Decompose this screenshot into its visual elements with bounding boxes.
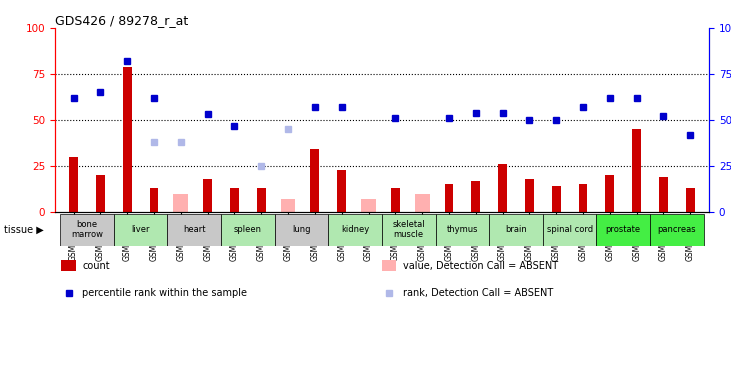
Bar bbox=[686, 188, 694, 212]
Text: bone
marrow: bone marrow bbox=[71, 220, 103, 239]
Text: spinal cord: spinal cord bbox=[547, 225, 593, 234]
Bar bbox=[230, 188, 239, 212]
Bar bbox=[96, 175, 105, 212]
Bar bbox=[167, 214, 221, 246]
Text: brain: brain bbox=[505, 225, 527, 234]
Bar bbox=[61, 260, 76, 271]
Bar bbox=[525, 179, 534, 212]
Bar bbox=[499, 164, 507, 212]
Bar bbox=[203, 179, 212, 212]
Bar bbox=[123, 67, 132, 212]
Text: liver: liver bbox=[132, 225, 150, 234]
Text: tissue ▶: tissue ▶ bbox=[4, 225, 43, 235]
Text: prostate: prostate bbox=[606, 225, 641, 234]
Bar bbox=[471, 181, 480, 212]
Bar bbox=[382, 260, 396, 271]
Bar bbox=[328, 214, 382, 246]
Bar bbox=[257, 188, 265, 212]
Bar bbox=[382, 214, 436, 246]
Bar bbox=[414, 194, 430, 212]
Text: skeletal
muscle: skeletal muscle bbox=[393, 220, 425, 239]
Text: spleen: spleen bbox=[234, 225, 262, 234]
Bar bbox=[436, 214, 489, 246]
Bar bbox=[221, 214, 275, 246]
Bar bbox=[69, 157, 78, 212]
Bar bbox=[543, 214, 596, 246]
Bar bbox=[632, 129, 641, 212]
Text: thymus: thymus bbox=[447, 225, 478, 234]
Bar bbox=[579, 184, 588, 212]
Text: kidney: kidney bbox=[341, 225, 369, 234]
Text: GDS426 / 89278_r_at: GDS426 / 89278_r_at bbox=[55, 14, 188, 27]
Bar bbox=[605, 175, 614, 212]
Bar bbox=[361, 199, 376, 212]
Text: value, Detection Call = ABSENT: value, Detection Call = ABSENT bbox=[403, 261, 558, 271]
Bar bbox=[281, 199, 295, 212]
Bar bbox=[489, 214, 543, 246]
Bar bbox=[114, 214, 167, 246]
Bar bbox=[391, 188, 400, 212]
Bar bbox=[659, 177, 668, 212]
Bar bbox=[275, 214, 328, 246]
Bar bbox=[337, 170, 346, 212]
Bar bbox=[596, 214, 650, 246]
Bar bbox=[444, 184, 453, 212]
Bar bbox=[650, 214, 704, 246]
Bar bbox=[311, 149, 319, 212]
Bar bbox=[60, 214, 114, 246]
Text: heart: heart bbox=[183, 225, 205, 234]
Text: percentile rank within the sample: percentile rank within the sample bbox=[83, 288, 247, 298]
Bar bbox=[552, 186, 561, 212]
Text: lung: lung bbox=[292, 225, 311, 234]
Text: count: count bbox=[83, 261, 110, 271]
Text: rank, Detection Call = ABSENT: rank, Detection Call = ABSENT bbox=[403, 288, 553, 298]
Bar bbox=[173, 194, 188, 212]
Bar bbox=[150, 188, 159, 212]
Text: pancreas: pancreas bbox=[658, 225, 696, 234]
